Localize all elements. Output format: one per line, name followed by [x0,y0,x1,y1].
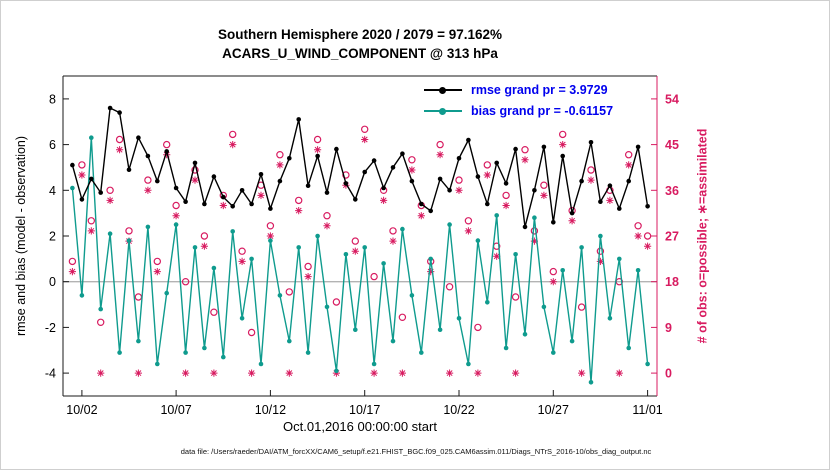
legend: rmse grand pr = 3.9729 bias grand pr = -… [424,83,613,118]
bias-line-sample-icon [424,107,462,115]
x-axis-label: Oct.01,2016 00:00:00 start [283,419,437,434]
left-axis-ticks: -4 -2 0 2 4 6 8 [45,92,69,381]
possible-obs-markers [68,125,652,337]
legend-item-bias: bias grand pr = -0.61157 [424,104,613,118]
data-file-caption: data file: /Users/raeder/DAI/ATM_forcXX/… [180,447,652,456]
rmse-line [71,106,649,228]
svg-text:10/02: 10/02 [66,403,97,417]
left-axis-label: rmse and bias (model - observation) [14,135,28,337]
bias-line [71,137,649,383]
svg-text:10/12: 10/12 [255,403,286,417]
svg-text:10/27: 10/27 [538,403,569,417]
svg-text:-2: -2 [45,321,56,335]
rmse-line-markers [70,105,650,230]
svg-text:45: 45 [665,138,679,152]
chart-subtitle: ACARS_U_WIND_COMPONENT @ 313 hPa [222,46,498,61]
legend-label-rmse: rmse grand pr = 3.9729 [471,83,608,97]
svg-text:-4: -4 [45,367,56,381]
svg-text:0: 0 [49,275,56,289]
svg-text:36: 36 [665,184,679,198]
svg-text:18: 18 [665,275,679,289]
legend-item-rmse: rmse grand pr = 3.9729 [424,83,613,97]
svg-text:11/01: 11/01 [632,403,662,417]
svg-text:4: 4 [49,184,56,198]
svg-text:8: 8 [49,92,56,106]
svg-text:2: 2 [49,230,56,244]
svg-text:10/07: 10/07 [160,403,191,417]
svg-text:0: 0 [665,367,672,381]
rmse-line-sample-icon [424,86,462,94]
svg-text:10/22: 10/22 [443,403,474,417]
svg-text:6: 6 [49,138,56,152]
right-axis-ticks: 0 9 18 27 36 45 54 [651,92,679,381]
svg-text:9: 9 [665,321,672,335]
x-axis-ticks: 10/02 10/07 10/12 10/17 10/22 10/27 11/01 [66,390,663,417]
svg-text:54: 54 [665,92,679,106]
chart-title: Southern Hemisphere 2020 / 2079 = 97.162… [217,27,503,42]
svg-text:10/17: 10/17 [349,403,380,417]
right-axis-label: # of obs: o=possible; ∗=assimilated [695,128,710,344]
bias-line-markers [70,135,650,385]
legend-label-bias: bias grand pr = -0.61157 [471,104,614,118]
svg-text:27: 27 [665,230,679,244]
